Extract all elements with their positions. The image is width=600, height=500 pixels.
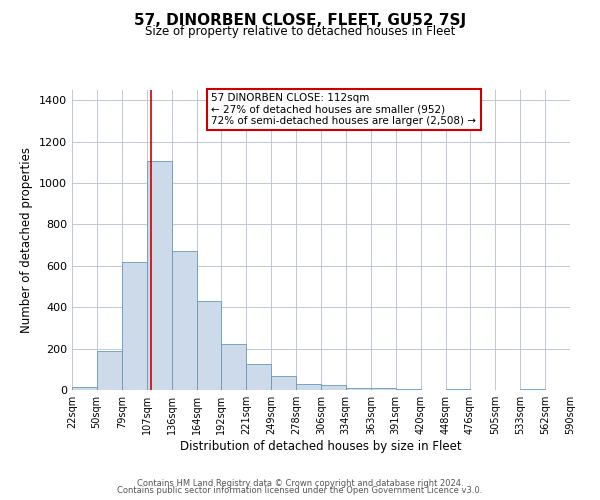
X-axis label: Distribution of detached houses by size in Fleet: Distribution of detached houses by size … (180, 440, 462, 453)
Bar (520, 389, 545, 390)
Text: Size of property relative to detached houses in Fleet: Size of property relative to detached ho… (145, 25, 455, 38)
Bar (321, 385, 346, 390)
Bar (72, 387, 97, 390)
Text: Contains HM Land Registry data © Crown copyright and database right 2024.: Contains HM Land Registry data © Crown c… (137, 478, 463, 488)
Bar (371, 388, 395, 390)
Bar (271, 376, 296, 390)
Bar (122, 262, 146, 390)
Text: 57, DINORBEN CLOSE, FLEET, GU52 7SJ: 57, DINORBEN CLOSE, FLEET, GU52 7SJ (134, 12, 466, 28)
Bar (395, 389, 421, 390)
Bar (97, 350, 122, 390)
Bar (445, 389, 470, 390)
Bar (146, 162, 172, 390)
Bar (197, 301, 221, 390)
Bar (296, 384, 321, 390)
Text: Contains public sector information licensed under the Open Government Licence v3: Contains public sector information licen… (118, 486, 482, 495)
Bar (346, 388, 371, 390)
Y-axis label: Number of detached properties: Number of detached properties (20, 147, 34, 333)
Bar (221, 344, 247, 390)
Bar (247, 364, 271, 390)
Bar (172, 252, 197, 390)
Text: 57 DINORBEN CLOSE: 112sqm
← 27% of detached houses are smaller (952)
72% of semi: 57 DINORBEN CLOSE: 112sqm ← 27% of detac… (211, 93, 476, 126)
